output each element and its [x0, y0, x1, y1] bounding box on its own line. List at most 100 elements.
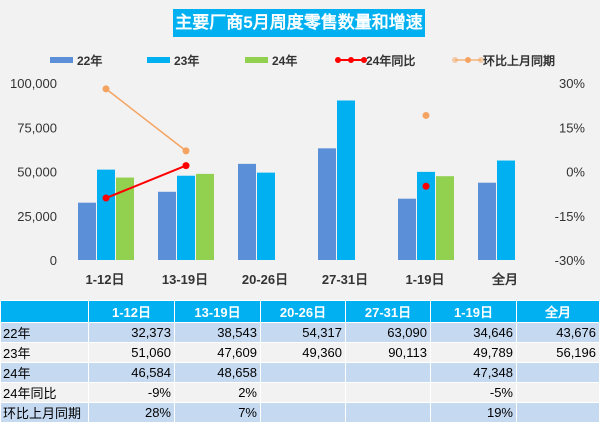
table-cell: [260, 402, 346, 423]
table-cell: 43,676: [516, 322, 600, 343]
bar-22年: [318, 148, 336, 260]
table-cell: [516, 402, 600, 423]
row-label: 环比上月同期: [0, 402, 89, 423]
x-axis-tick: 1-19日: [405, 272, 444, 287]
point-24年同比: [102, 194, 110, 202]
table-cell: [260, 382, 346, 403]
table-cell: 48,658: [174, 362, 261, 383]
table-row: 23年 51,060 47,609 49,360 90,113 49,789 56,196: [0, 342, 600, 363]
header-cell: 1-19日: [430, 300, 517, 323]
left-axis-tick: 100,000: [10, 76, 57, 91]
left-axis-tick: 0: [50, 253, 57, 268]
table-row: 22年 32,373 38,543 54,317 63,090 34,646 43,676: [0, 322, 600, 343]
right-axis-tick: 15%: [559, 120, 585, 135]
bar-22年: [238, 163, 256, 260]
table-cell: 32,373: [88, 322, 175, 343]
legend-swatch: [147, 57, 170, 63]
point-24年同比: [422, 182, 430, 190]
bar-23年: [257, 172, 275, 260]
bar-23年: [177, 175, 195, 260]
table-cell: 28%: [88, 402, 175, 423]
table-cell: 34,646: [430, 322, 517, 343]
table-cell: 49,789: [430, 342, 517, 363]
table-cell: 46,584: [88, 362, 175, 383]
legend-marker: [348, 57, 354, 63]
x-axis-tick: 全月: [491, 272, 518, 287]
bar-23年: [417, 171, 435, 260]
x-axis-tick: 27-31日: [322, 272, 368, 287]
table-cell: 49,360: [260, 342, 346, 363]
right-axis-tick: -15%: [555, 209, 586, 224]
bar-24年: [436, 176, 454, 260]
table-cell: 19%: [430, 402, 517, 423]
table-cell: [516, 382, 600, 403]
line-segment-24年同比: [105, 164, 187, 199]
table-row: 环比上月同期 28% 7% 19%: [0, 402, 600, 423]
line-segment-环比上月同期: [105, 88, 187, 152]
data-table: 1-12日 13-19日 20-26日 27-31日 1-19日 全月 22年 3…: [0, 300, 600, 423]
chart: 0 25,000 50,000 75,000 100,000 -30% -15% 0% 15% 3…: [10, 53, 586, 287]
header-cell: 20-26日: [260, 300, 346, 323]
table-cell: [260, 362, 346, 383]
header-cell: 27-31日: [345, 300, 431, 323]
table-cell: 47,348: [430, 362, 517, 383]
bar-24年: [196, 173, 214, 260]
table-header: 1-12日 13-19日 20-26日 27-31日 1-19日 全月: [0, 300, 600, 323]
bar-23年: [337, 100, 355, 260]
table-cell: 38,543: [174, 322, 261, 343]
legend-swatch: [245, 57, 268, 63]
x-axis-tick: 20-26日: [242, 272, 288, 287]
bar-22年: [478, 182, 496, 260]
header-cell: 全月: [516, 300, 600, 323]
legend-marker: [361, 57, 367, 63]
header-cell: [0, 300, 89, 323]
table-cell: 51,060: [88, 342, 175, 363]
left-axis-tick: 75,000: [17, 120, 57, 135]
right-axis-tick: -30%: [555, 253, 586, 268]
row-label: 24年: [0, 362, 89, 383]
row-label: 24年同比: [0, 382, 89, 403]
table-cell: [345, 362, 431, 383]
point-环比上月同期: [422, 111, 430, 119]
table-cell: -9%: [88, 382, 175, 403]
x-axis-tick: 1-12日: [85, 272, 124, 287]
legend-label: 24年: [272, 53, 297, 68]
chart-title: 主要厂商5月周度零售数量和增速: [173, 9, 425, 37]
point-24年同比: [182, 162, 190, 170]
bar-23年: [97, 169, 115, 260]
legend-marker: [478, 57, 484, 63]
table-cell: 47,609: [174, 342, 261, 363]
header-cell: 1-12日: [88, 300, 175, 323]
legend-label: 24年同比: [366, 53, 415, 68]
bar-22年: [398, 198, 416, 260]
table-cell: 63,090: [345, 322, 431, 343]
table-cell: [345, 402, 431, 423]
table-cell: 54,317: [260, 322, 346, 343]
legend-marker: [465, 57, 471, 63]
table-cell: [516, 362, 600, 383]
table-cell: 56,196: [516, 342, 600, 363]
header-cell: 13-19日: [174, 300, 261, 323]
legend-swatch: [50, 57, 73, 63]
table-cell: 7%: [174, 402, 261, 423]
bar-22年: [78, 202, 96, 260]
table-row: 24年 46,584 48,658 47,348: [0, 362, 600, 383]
legend-marker: [452, 57, 458, 63]
point-环比上月同期: [102, 85, 110, 93]
legend-label: 22年: [77, 53, 102, 68]
table-cell: [345, 382, 431, 403]
table-cell: 90,113: [345, 342, 431, 363]
legend-marker: [335, 57, 341, 63]
bar-23年: [497, 160, 515, 260]
x-axis-tick: 13-19日: [162, 272, 208, 287]
point-环比上月同期: [182, 147, 190, 155]
table-row: 24年同比 -9% 2% -5%: [0, 382, 600, 403]
right-axis-tick: 30%: [559, 76, 585, 91]
row-label: 22年: [0, 322, 89, 343]
left-axis-tick: 25,000: [17, 209, 57, 224]
table-cell: -5%: [430, 382, 517, 403]
left-axis-tick: 50,000: [17, 165, 57, 180]
legend-label: 23年: [174, 53, 199, 68]
row-label: 23年: [0, 342, 89, 363]
legend-label: 环比上月同期: [483, 53, 555, 68]
